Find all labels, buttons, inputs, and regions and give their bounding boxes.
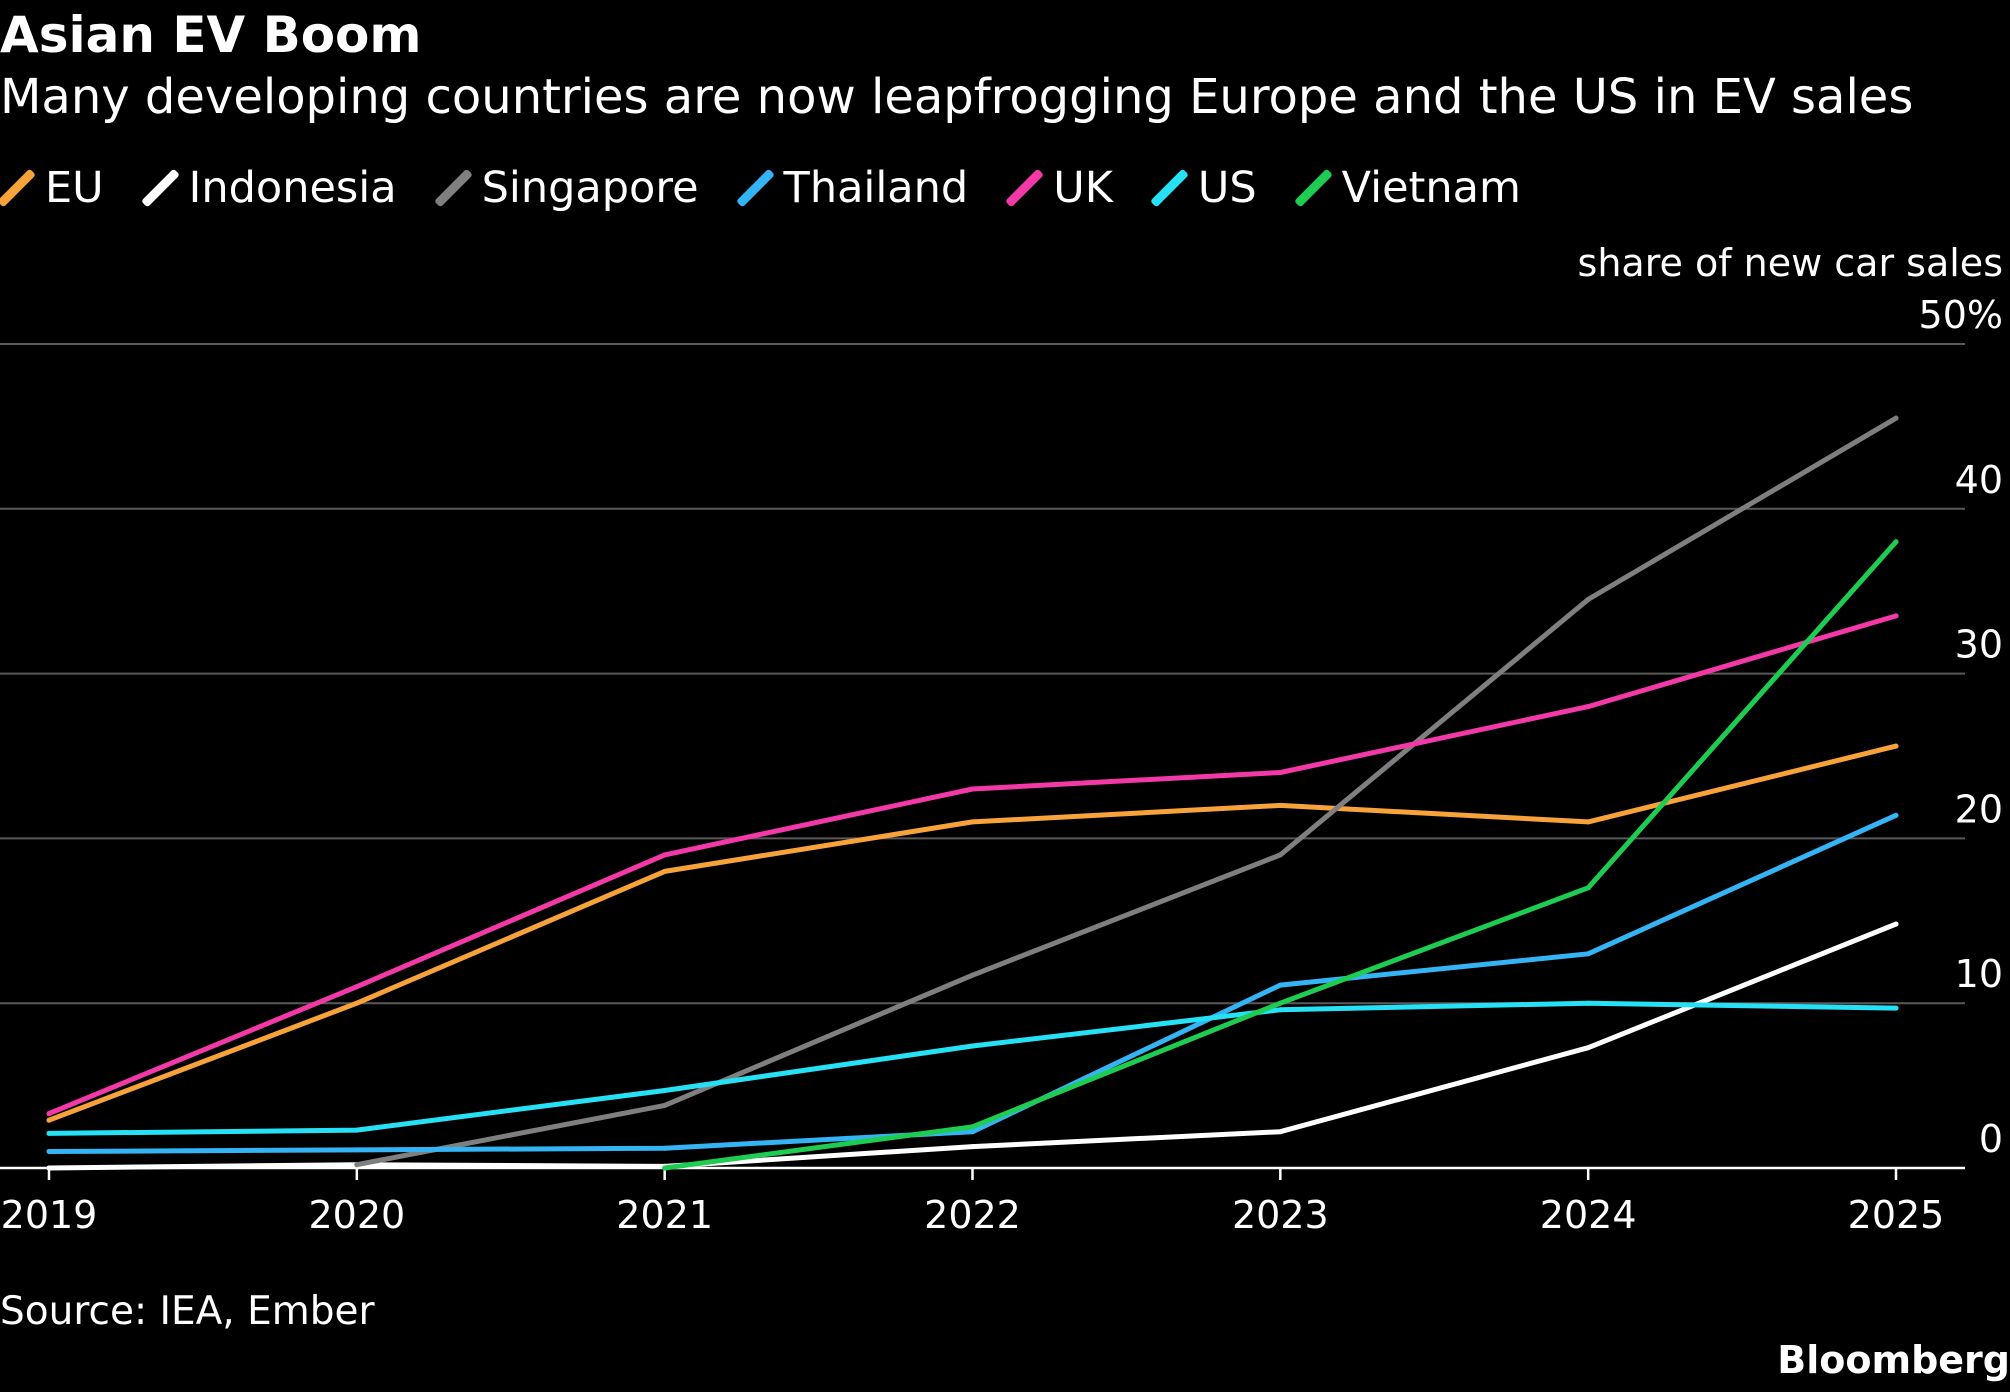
- data-point-vietnam-2022: [970, 1124, 975, 1130]
- data-point-thailand-2025: [1893, 812, 1899, 818]
- series-line-thailand: [46, 812, 1899, 1154]
- legend-label: UK: [1053, 163, 1113, 213]
- legend-item-eu: EU: [0, 163, 104, 213]
- data-point-uk-2023: [1277, 769, 1283, 775]
- data-point-vietnam-2023: [1277, 1000, 1283, 1006]
- legend-label: US: [1197, 163, 1257, 213]
- data-point-eu-2025: [1893, 743, 1899, 749]
- series-line-us: [46, 1000, 1899, 1136]
- y-tick-label: 20: [1955, 787, 2003, 831]
- series-eu: [46, 743, 1899, 1123]
- x-tick-label: 2023: [1232, 1193, 1329, 1237]
- bloomberg-logo: Bloomberg: [1777, 1338, 2010, 1382]
- legend-item-us: US: [1149, 163, 1257, 213]
- series-uk: [46, 613, 1899, 1117]
- data-point-uk-2022: [970, 786, 975, 792]
- data-point-us-2023: [1277, 1007, 1283, 1013]
- data-point-uk-2019: [46, 1111, 52, 1117]
- chart-subtitle: Many developing countries are now leapfr…: [0, 69, 1914, 125]
- legend-item-vietnam: Vietnam: [1293, 163, 1521, 213]
- data-point-us-2025: [1893, 1005, 1899, 1011]
- x-tick-label: 2024: [1540, 1193, 1637, 1237]
- data-point-vietnam-2025: [1893, 539, 1899, 545]
- series-singapore: [354, 415, 1899, 1168]
- data-point-indonesia-2022: [970, 1144, 975, 1150]
- data-point-vietnam-2024: [1585, 885, 1591, 891]
- x-tick-label: 2022: [924, 1193, 1021, 1237]
- data-point-us-2022: [970, 1043, 975, 1049]
- data-point-uk-2021: [662, 852, 668, 858]
- data-point-thailand-2024: [1585, 951, 1591, 957]
- data-point-vietnam-2021: [662, 1165, 668, 1171]
- data-point-indonesia-2025: [1893, 921, 1899, 927]
- legend: EU Indonesia Singapore Thailand UK US Vietnam: [0, 158, 1561, 218]
- y-tick-label: 50%: [1919, 293, 2003, 337]
- x-tick-label: 2025: [1848, 1193, 1945, 1237]
- data-point-thailand-2019: [46, 1149, 52, 1155]
- legend-label: Indonesia: [188, 163, 397, 213]
- series-line-eu: [46, 743, 1899, 1123]
- chart-title: Asian EV Boom: [0, 6, 422, 64]
- data-point-singapore-2023: [1277, 852, 1283, 858]
- legend-item-indonesia: Indonesia: [140, 163, 397, 213]
- data-point-singapore-2021: [662, 1102, 668, 1108]
- data-point-indonesia-2024: [1585, 1045, 1591, 1051]
- series-line-singapore: [354, 415, 1899, 1168]
- data-point-us-2024: [1585, 1000, 1591, 1006]
- legend-label: Vietnam: [1341, 163, 1521, 213]
- data-point-thailand-2023: [1277, 982, 1283, 988]
- data-point-eu-2020: [354, 1000, 360, 1006]
- y-tick-label: 40: [1955, 458, 2003, 502]
- legend-item-uk: UK: [1005, 163, 1113, 213]
- y-tick-label: 10: [1955, 952, 2003, 996]
- legend-item-singapore: Singapore: [433, 163, 699, 213]
- source-note: Source: IEA, Ember: [0, 1289, 375, 1334]
- x-tick-label: 2019: [1, 1193, 98, 1237]
- gridlines: 0 10 20 30 40 50%: [0, 293, 2003, 1161]
- data-point-us-2019: [46, 1130, 52, 1136]
- x-tick-label: 2021: [616, 1193, 713, 1237]
- series-line-uk: [46, 613, 1899, 1117]
- data-point-singapore-2025: [1893, 415, 1899, 421]
- data-point-singapore-2020: [354, 1162, 360, 1168]
- data-point-thailand-2020: [354, 1147, 360, 1153]
- data-point-eu-2019: [46, 1117, 52, 1123]
- x-tick-label: 2020: [308, 1193, 405, 1237]
- data-point-thailand-2021: [662, 1145, 668, 1151]
- axes: 2019 2020 2021 2022 2023 2024 2025: [0, 1166, 1965, 1237]
- data-point-singapore-2024: [1585, 596, 1591, 602]
- data-point-indonesia-2019: [46, 1165, 52, 1171]
- data-point-thailand-2022: [970, 1129, 975, 1135]
- legend-item-thailand: Thailand: [735, 163, 969, 213]
- series-us: [46, 1000, 1899, 1136]
- data-point-uk-2024: [1585, 704, 1591, 710]
- data-point-eu-2023: [1277, 802, 1283, 808]
- y-tick-label: 30: [1955, 623, 2003, 667]
- data-point-indonesia-2023: [1277, 1129, 1283, 1135]
- data-point-eu-2022: [970, 819, 975, 825]
- series-vietnam: [662, 539, 1899, 1171]
- legend-label: Thailand: [783, 163, 969, 213]
- legend-label: EU: [45, 163, 104, 213]
- data-point-eu-2024: [1585, 819, 1591, 825]
- legend-label: Singapore: [481, 163, 699, 213]
- data-point-us-2021: [662, 1088, 668, 1094]
- y-axis-label: share of new car sales: [1578, 241, 2003, 285]
- data-point-singapore-2022: [970, 972, 975, 978]
- y-tick-label: 0: [1979, 1117, 2003, 1161]
- data-point-us-2020: [354, 1127, 360, 1133]
- series-thailand: [46, 812, 1899, 1155]
- series-lines: [46, 415, 1899, 1171]
- data-point-uk-2020: [354, 984, 360, 990]
- data-point-uk-2025: [1893, 613, 1899, 619]
- data-point-eu-2021: [662, 868, 668, 874]
